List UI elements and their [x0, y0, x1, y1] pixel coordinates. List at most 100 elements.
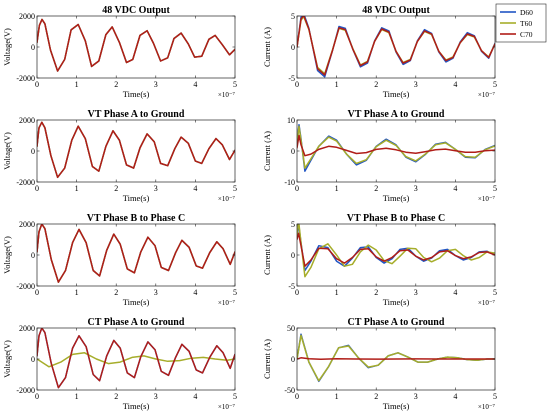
y-tick-label: -5: [288, 282, 295, 291]
x-tick-label: 1: [75, 392, 79, 401]
x-tick-label: 5: [493, 392, 497, 401]
y-tick-label: 2000: [19, 12, 35, 21]
x-tick-label: 0: [35, 288, 39, 297]
x-tick-label: 3: [154, 392, 158, 401]
y-tick-label: -10: [284, 178, 295, 187]
x-axis-exponent: ×10⁻⁷: [218, 91, 236, 99]
legend: D60 T60 C70: [495, 3, 547, 43]
y-tick-label: 0: [31, 43, 35, 52]
subplot-title: 48 VDC Output: [362, 5, 430, 16]
x-axis-label: Time(s): [383, 193, 410, 203]
x-tick-label: 3: [154, 80, 158, 89]
x-tick-label: 2: [114, 184, 118, 193]
subplot-title: CT Phase A to Ground: [348, 317, 445, 328]
x-tick-label: 4: [453, 392, 457, 401]
x-tick-label: 4: [453, 288, 457, 297]
plot-area: [37, 120, 235, 182]
subplot-title: CT Phase A to Ground: [88, 317, 185, 328]
y-tick-label: 2000: [19, 324, 35, 333]
series-line-c70: [37, 18, 235, 72]
x-tick-label: 5: [233, 392, 237, 401]
x-tick-label: 0: [295, 80, 299, 89]
x-tick-label: 3: [154, 184, 158, 193]
x-tick-label: 3: [414, 184, 418, 193]
y-tick-label: 50: [287, 324, 295, 333]
plot-area: [297, 16, 495, 78]
series-line-c70: [297, 16, 495, 76]
x-tick-label: 1: [75, 80, 79, 89]
x-tick-label: 1: [335, 184, 339, 193]
series-line-t60: [297, 224, 495, 278]
y-tick-label: 10: [287, 116, 295, 125]
plot-area: [297, 120, 495, 182]
y-tick-label: -5: [288, 74, 295, 83]
x-tick-label: 5: [493, 288, 497, 297]
x-axis-label: Time(s): [383, 401, 410, 411]
y-tick-label: 0: [31, 147, 35, 156]
x-tick-label: 1: [75, 184, 79, 193]
x-tick-label: 4: [453, 184, 457, 193]
x-tick-label: 3: [414, 80, 418, 89]
x-tick-label: 2: [374, 288, 378, 297]
x-axis-exponent: ×10⁻⁷: [478, 195, 496, 203]
x-tick-label: 5: [233, 184, 237, 193]
x-tick-label: 5: [233, 80, 237, 89]
x-tick-label: 0: [35, 184, 39, 193]
y-axis-label: Current (A): [262, 131, 272, 171]
y-tick-label: 0: [291, 355, 295, 364]
y-tick-label: 2000: [19, 116, 35, 125]
y-tick-label: -2000: [16, 282, 35, 291]
x-tick-label: 4: [193, 288, 197, 297]
y-tick-label: -2000: [16, 74, 35, 83]
subplot-title: VT Phase A to Ground: [88, 109, 185, 120]
x-axis-exponent: ×10⁻⁷: [218, 195, 236, 203]
x-tick-label: 4: [193, 80, 197, 89]
y-tick-label: 0: [291, 147, 295, 156]
x-axis-exponent: ×10⁻⁷: [218, 299, 236, 307]
x-tick-label: 4: [453, 80, 457, 89]
y-tick-label: -2000: [16, 386, 35, 395]
x-tick-label: 1: [335, 392, 339, 401]
y-tick-label: 0: [31, 355, 35, 364]
x-tick-label: 1: [75, 288, 79, 297]
subplot-title: VT Phase A to Ground: [348, 109, 445, 120]
x-tick-label: 2: [114, 288, 118, 297]
x-tick-label: 0: [295, 288, 299, 297]
y-tick-label: 0: [31, 251, 35, 260]
series-line-c70: [37, 328, 235, 389]
x-axis-label: Time(s): [123, 193, 150, 203]
x-tick-label: 5: [493, 184, 497, 193]
y-tick-label: 5: [291, 12, 295, 21]
series-line-c70: [297, 134, 495, 157]
x-tick-label: 5: [493, 80, 497, 89]
x-axis-label: Time(s): [123, 297, 150, 307]
x-tick-label: 3: [154, 288, 158, 297]
y-axis-label: Current (A): [262, 339, 272, 379]
x-axis-exponent: ×10⁻⁷: [478, 299, 496, 307]
y-axis-label: Voltage(V): [2, 132, 12, 170]
x-tick-label: 0: [295, 392, 299, 401]
x-tick-label: 2: [374, 392, 378, 401]
x-axis-exponent: ×10⁻⁷: [478, 403, 496, 411]
y-tick-label: 0: [291, 251, 295, 260]
x-tick-label: 0: [35, 80, 39, 89]
y-tick-label: 2000: [19, 220, 35, 229]
legend-label-d60: D60: [520, 8, 533, 17]
x-tick-label: 2: [374, 80, 378, 89]
x-axis-label: Time(s): [383, 89, 410, 99]
legend-label-t60: T60: [520, 19, 532, 28]
x-tick-label: 4: [193, 184, 197, 193]
series-line-c70: [297, 357, 495, 361]
series-line-c70: [37, 224, 235, 283]
x-tick-label: 4: [193, 392, 197, 401]
x-tick-label: 2: [374, 184, 378, 193]
y-tick-label: -50: [284, 386, 295, 395]
y-tick-label: -2000: [16, 178, 35, 187]
